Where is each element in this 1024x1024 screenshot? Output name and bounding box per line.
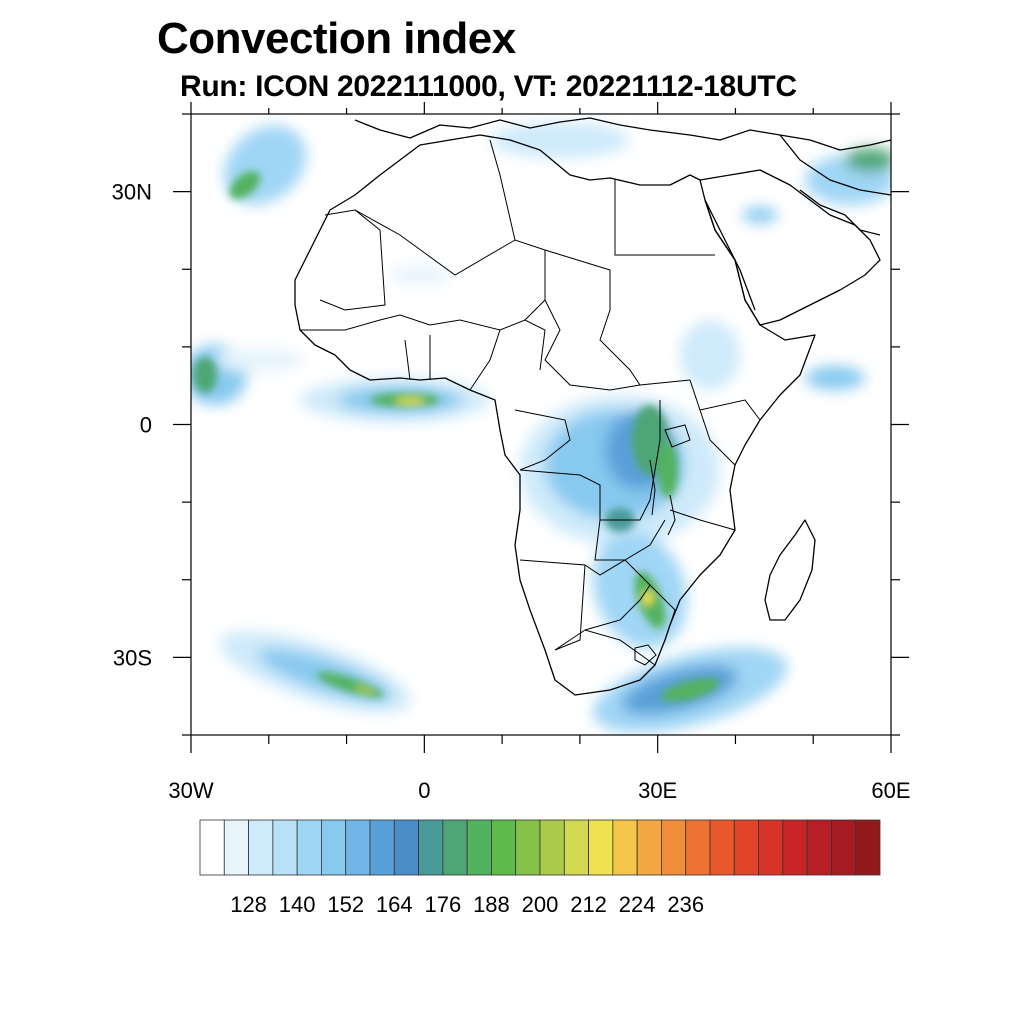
colorbar-swatch [612,819,638,876]
chart-title: Convection index [157,14,516,63]
colorbar-label: 140 [279,892,316,917]
colorbar-swatch [296,819,322,876]
axis-tick-labels: 30W 0 30E 60E 30N 0 30S [112,180,911,803]
chart-subtitle: Run: ICON 2022111000, VT: 20221112-18UTC [180,70,797,103]
med-north [354,117,891,151]
lat-tick-label: 30S [113,645,152,670]
field-natl-core [229,171,261,199]
border-6 [300,314,546,371]
colorbar-label: 128 [230,892,267,917]
colorbar-swatch [393,819,419,876]
field-satl-peak [355,685,375,695]
lake-malawi [667,494,676,536]
colorbar-label: 188 [473,892,510,917]
lat-tick-label: 0 [140,413,152,438]
field-gulf-inner [845,148,891,172]
colorbar-swatch [515,819,541,876]
colorbar-swatch [733,819,759,876]
field-ethiopia [680,320,740,390]
border-8 [469,329,501,391]
colorbar-label: 152 [327,892,364,917]
colorbar-swatch [806,819,832,876]
colorbar-label: 212 [570,892,607,917]
colorbar-swatch [491,819,517,876]
coastlines [294,117,891,696]
field-somalia-coast [805,366,865,390]
colorbar-swatch [418,819,444,876]
field-congo-core [632,405,668,475]
colorbar-swatch [831,819,857,876]
field-safr-core [660,678,720,702]
lake-tanganyika [649,459,656,516]
colorbar-swatch [248,819,274,876]
border-16 [689,379,736,466]
border-4 [544,249,641,386]
africa-coastline [294,134,816,696]
border-14 [519,559,586,651]
colorbar-label: 176 [424,892,461,917]
iran-coast [779,134,891,196]
persian-gulf [799,189,881,236]
field-south-peak [643,590,653,606]
field-sahel [390,265,450,285]
border-18 [649,400,661,501]
colorbar-swatch [758,819,784,876]
country-borders [300,139,761,666]
border-7 [544,299,691,391]
colorbar-swatch [661,819,687,876]
axis-ticks [173,102,909,753]
colorbar-swatch [855,819,881,876]
colorbar-swatch [466,819,492,876]
colorbar [199,819,881,876]
border-12 [514,409,571,471]
field-west-core [193,357,217,393]
red-sea [704,199,756,311]
colorbar-label: 200 [522,892,559,917]
field-arabia [742,207,778,223]
lake-victoria [664,424,691,448]
colorbar-swatch [272,819,298,876]
field-lakes-core [658,442,678,498]
border-17 [699,399,761,421]
lon-tick-label: 0 [418,778,430,803]
lesotho [634,644,657,666]
colorbar-swatch [321,819,347,876]
border-3 [489,139,516,241]
lat-tick-label: 30N [112,180,152,205]
colorbar-swatch [369,819,395,876]
colorbar-swatch [199,819,225,876]
convection-field [191,122,891,733]
lon-tick-label: 30E [638,778,677,803]
arabia [699,169,881,326]
field-guinea-peak [395,397,425,405]
border-21 [554,629,656,666]
border-20 [649,584,676,626]
colorbar-swatch [223,819,249,876]
colorbar-label: 224 [619,892,656,917]
colorbar-swatch [563,819,589,876]
field-itcz-west-outer [215,348,305,372]
border-1 [319,209,386,311]
border-19 [669,509,736,531]
border-11 [519,469,651,521]
border-9 [404,339,411,381]
colorbar-swatch [539,819,565,876]
colorbar-swatch [636,819,662,876]
colorbar-labels: 128 140 152 164 176 188 200 212 224 236 [230,892,704,917]
colorbar-swatch [685,819,711,876]
colorbar-swatch [588,819,614,876]
field-med [490,122,630,158]
colorbar-swatch [709,819,735,876]
colorbar-swatch [782,819,808,876]
colorbar-swatch [345,819,371,876]
colorbar-swatch [442,819,468,876]
border-5 [614,180,715,256]
lon-tick-label: 30W [168,778,213,803]
lon-tick-label: 60E [871,778,910,803]
madagascar [764,519,816,621]
colorbar-label: 164 [376,892,413,917]
colorbar-label: 236 [667,892,704,917]
